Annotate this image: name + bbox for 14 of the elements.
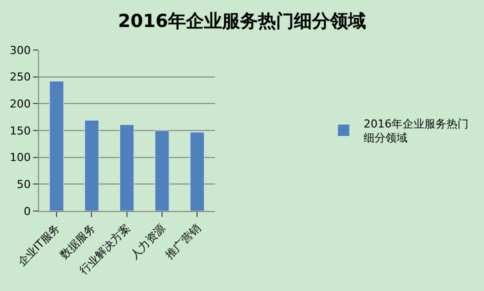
y-tick-label: 50 — [16, 178, 31, 192]
y-tick-label: 0 — [24, 204, 31, 218]
chart-title: 2016年企业服务热门细分领域 — [118, 11, 366, 32]
bar — [154, 130, 170, 211]
bar — [120, 124, 134, 211]
y-tick-label: 100 — [10, 151, 31, 164]
bar — [49, 80, 64, 211]
y-tick-label: 200 — [10, 98, 31, 111]
y-tick-label: 250 — [10, 70, 31, 84]
bar — [84, 120, 100, 211]
bar — [190, 132, 204, 211]
y-tick-label: 150 — [10, 124, 31, 138]
y-tick-label: 300 — [10, 44, 31, 57]
legend-label: 2016年企业服务热门细分领域 — [364, 117, 469, 145]
